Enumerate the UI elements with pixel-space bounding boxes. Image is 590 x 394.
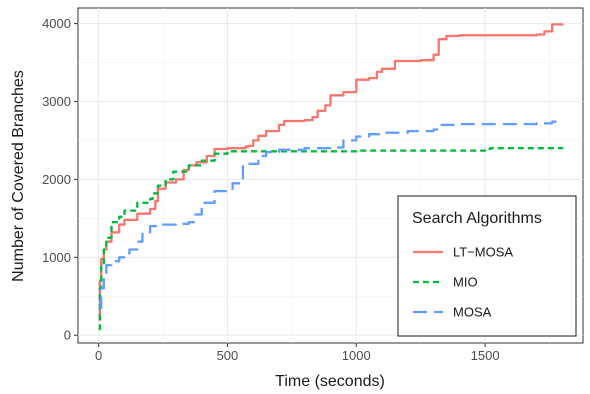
- series-line-2: [98, 147, 564, 331]
- legend-label-3: MOSA: [453, 305, 492, 320]
- y-axis-ticks: 0 1000 2000 3000 4000: [42, 16, 78, 343]
- x-tick-label: 1500: [471, 348, 500, 363]
- y-tick-label: 1000: [42, 250, 71, 265]
- legend-label-1: LT−MOSA: [453, 245, 513, 260]
- y-axis-title: Number of Covered Branches: [10, 70, 27, 282]
- legend-title: Search Algorithms: [412, 210, 542, 227]
- x-axis-ticks: 0 500 1000 1500: [95, 343, 500, 363]
- y-tick-label: 4000: [42, 16, 71, 31]
- y-tick-label: 2000: [42, 172, 71, 187]
- series-line-1: [98, 23, 564, 321]
- legend: Search Algorithms LT−MOSA MIO MOSA: [397, 195, 577, 337]
- legend-box: [397, 195, 577, 337]
- series-layer: [98, 23, 564, 331]
- x-tick-label: 500: [217, 348, 239, 363]
- y-tick-label: 0: [64, 328, 71, 343]
- x-tick-label: 0: [95, 348, 102, 363]
- legend-label-2: MIO: [453, 275, 478, 290]
- legend-items: LT−MOSA MIO MOSA: [413, 245, 513, 320]
- x-tick-label: 1000: [342, 348, 371, 363]
- y-tick-label: 3000: [42, 94, 71, 109]
- x-axis-title: Time (seconds): [275, 373, 385, 390]
- series-line-3: [98, 120, 564, 310]
